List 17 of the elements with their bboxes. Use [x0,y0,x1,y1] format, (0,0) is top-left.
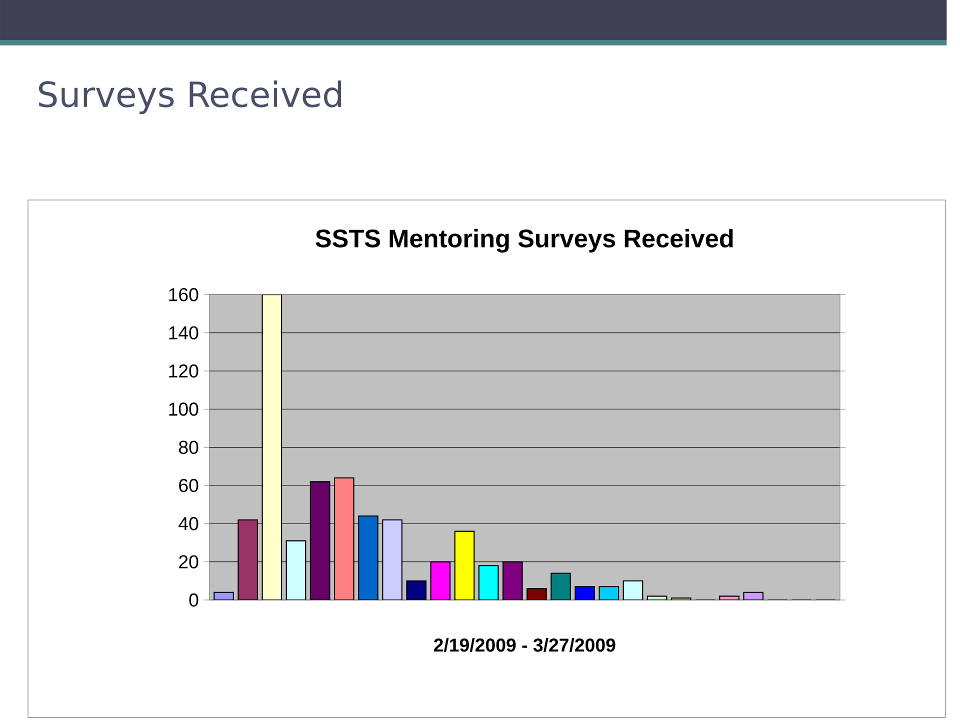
y-tick-label: 60 [179,478,198,492]
bar [526,588,547,600]
y-tick-label: 0 [189,593,198,607]
bar [478,565,499,600]
bar [743,592,764,600]
y-tick-label: 100 [169,402,198,416]
y-tick-label: 120 [169,364,198,378]
y-tick-label: 20 [179,555,198,568]
x-axis-title: 2/19/2009 - 3/27/2009 [434,638,616,652]
y-tick-label: 140 [169,326,198,340]
chart-title: SSTS Mentoring Surveys Received [316,228,733,253]
bar [719,596,740,600]
bar [646,596,668,600]
y-tick-label: 160 [169,288,198,302]
text: Surveys Received [38,80,341,114]
y-tick-label: 80 [178,440,198,454]
y-tick-label: 40 [178,517,198,530]
